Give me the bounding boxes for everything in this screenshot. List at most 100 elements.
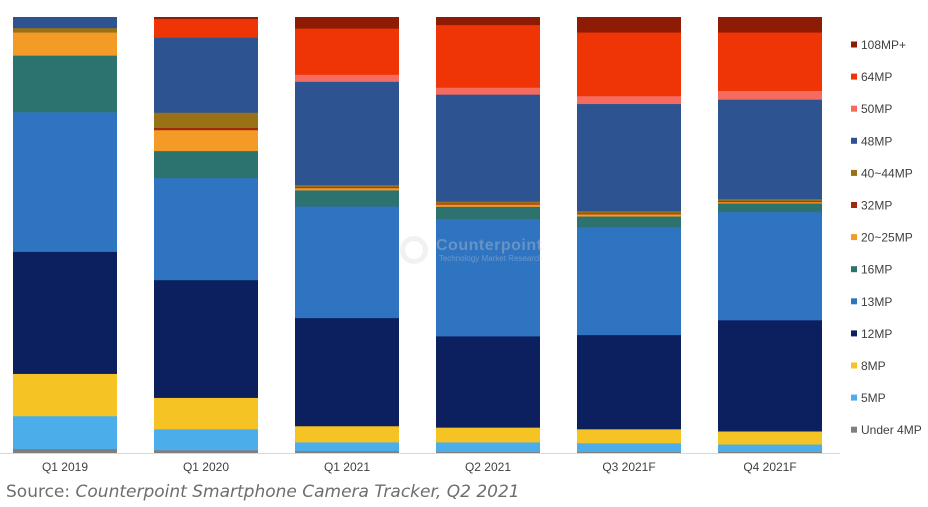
legend-swatch xyxy=(851,298,857,305)
bar-segment xyxy=(718,203,822,213)
bar-segment xyxy=(718,451,822,454)
bar-segment xyxy=(436,17,540,26)
bar-segment xyxy=(718,201,822,204)
source-caption: Source: Counterpoint Smartphone Camera T… xyxy=(6,482,520,502)
legend-swatch xyxy=(851,105,857,112)
bar-segment xyxy=(154,177,258,281)
bar-segment xyxy=(718,431,822,445)
legend-label: 32MP xyxy=(861,199,892,213)
bar-segment xyxy=(295,442,399,452)
bar-segment xyxy=(436,442,540,452)
bar-segment xyxy=(718,17,822,33)
bar-segment xyxy=(436,201,540,204)
x-tick-label: Q1 2021 xyxy=(324,460,370,474)
bar-segment xyxy=(13,373,117,417)
counterpoint-logo-icon xyxy=(400,236,428,264)
bar-segment xyxy=(577,32,681,97)
bar-segment xyxy=(436,451,540,454)
bar-segment xyxy=(154,17,258,20)
bar-segment xyxy=(436,219,540,337)
legend-label: 50MP xyxy=(861,102,892,116)
legend-label: Under 4MP xyxy=(861,423,922,437)
legend-swatch xyxy=(851,137,857,144)
bar-segment xyxy=(718,198,822,202)
bar-segment xyxy=(436,427,540,443)
bar-segment xyxy=(13,55,117,113)
source-prefix: Source: xyxy=(6,482,76,502)
legend-label: 16MP xyxy=(861,263,892,277)
bar-segment xyxy=(577,429,681,444)
bar-segment xyxy=(13,32,117,56)
legend-label: 64MP xyxy=(861,70,892,84)
bar-segment xyxy=(577,334,681,430)
bar-segment xyxy=(295,184,399,188)
bar-segment xyxy=(436,24,540,88)
bar-segment xyxy=(436,206,540,220)
bar-segment xyxy=(577,211,681,214)
bar-segment xyxy=(577,227,681,336)
stacked-bar-chart: Q1 2019 Q1 2020 Q1 2021 Q2 2021 Q3 2021F Q4 2… xyxy=(0,17,922,474)
bar-segment xyxy=(577,103,681,212)
bar-segment xyxy=(154,127,258,131)
bar-segment xyxy=(154,279,258,398)
bar-segment xyxy=(718,444,822,452)
legend-label: 13MP xyxy=(861,295,892,309)
bar-segment xyxy=(13,448,117,454)
x-tick-label: Q1 2019 xyxy=(42,460,88,474)
bar-segment xyxy=(295,450,399,454)
bar-segment xyxy=(295,17,399,29)
legend-label: 40~44MP xyxy=(861,166,913,180)
legend-swatch xyxy=(851,41,857,48)
bar-segment xyxy=(577,17,681,33)
watermark-subtitle: Technology Market Research xyxy=(438,253,543,263)
bar-segment xyxy=(154,449,258,454)
bar-segment xyxy=(436,87,540,95)
bar-segment xyxy=(154,18,258,38)
bar-segment xyxy=(154,37,258,113)
bar-segment xyxy=(436,204,540,207)
x-tick-label: Q4 2021F xyxy=(743,460,796,474)
legend-swatch xyxy=(851,394,857,401)
bar-segment xyxy=(718,32,822,91)
x-tick-label: Q1 2020 xyxy=(183,460,229,474)
legend-swatch xyxy=(851,426,857,433)
watermark-brand: Counterpoint xyxy=(436,236,543,254)
bar-segment xyxy=(577,451,681,454)
bar-segment xyxy=(295,190,399,207)
legend-swatch xyxy=(851,73,857,80)
bar-segment xyxy=(577,95,681,105)
bar-segment xyxy=(154,150,258,179)
bar-segment xyxy=(13,415,117,449)
bar-segment xyxy=(154,129,258,152)
bar-segment xyxy=(295,317,399,427)
legend-label: 48MP xyxy=(861,134,892,148)
legend-swatch xyxy=(851,266,857,273)
bar-segment xyxy=(718,99,822,200)
bar-segment xyxy=(436,203,540,205)
legend-swatch xyxy=(851,234,857,241)
bar-segment xyxy=(577,214,681,217)
bar-segment xyxy=(718,200,822,203)
legend-label: 5MP xyxy=(861,391,886,405)
source-text: Counterpoint Smartphone Camera Tracker, … xyxy=(75,482,520,502)
bar-segment xyxy=(295,425,399,443)
bar-segment xyxy=(577,442,681,452)
bar-segment xyxy=(295,187,399,189)
legend-swatch xyxy=(851,330,857,337)
bar-segment xyxy=(295,81,399,186)
legend-label: 20~25MP xyxy=(861,231,913,245)
bar-segment xyxy=(718,90,822,100)
bar-segment xyxy=(577,216,681,228)
bar-segment xyxy=(154,397,258,430)
watermark: Counterpoint Technology Market Research xyxy=(400,236,542,264)
bar-segment xyxy=(577,213,681,215)
bar-segment xyxy=(718,211,822,321)
legend-label: 12MP xyxy=(861,327,892,341)
bar-segment xyxy=(13,17,117,29)
bar-segment xyxy=(13,112,117,252)
legend-swatch xyxy=(851,362,857,369)
bar-segment xyxy=(295,74,399,82)
bar-segment xyxy=(436,94,540,202)
bar-segment xyxy=(295,187,399,191)
bar-segment xyxy=(436,336,540,428)
